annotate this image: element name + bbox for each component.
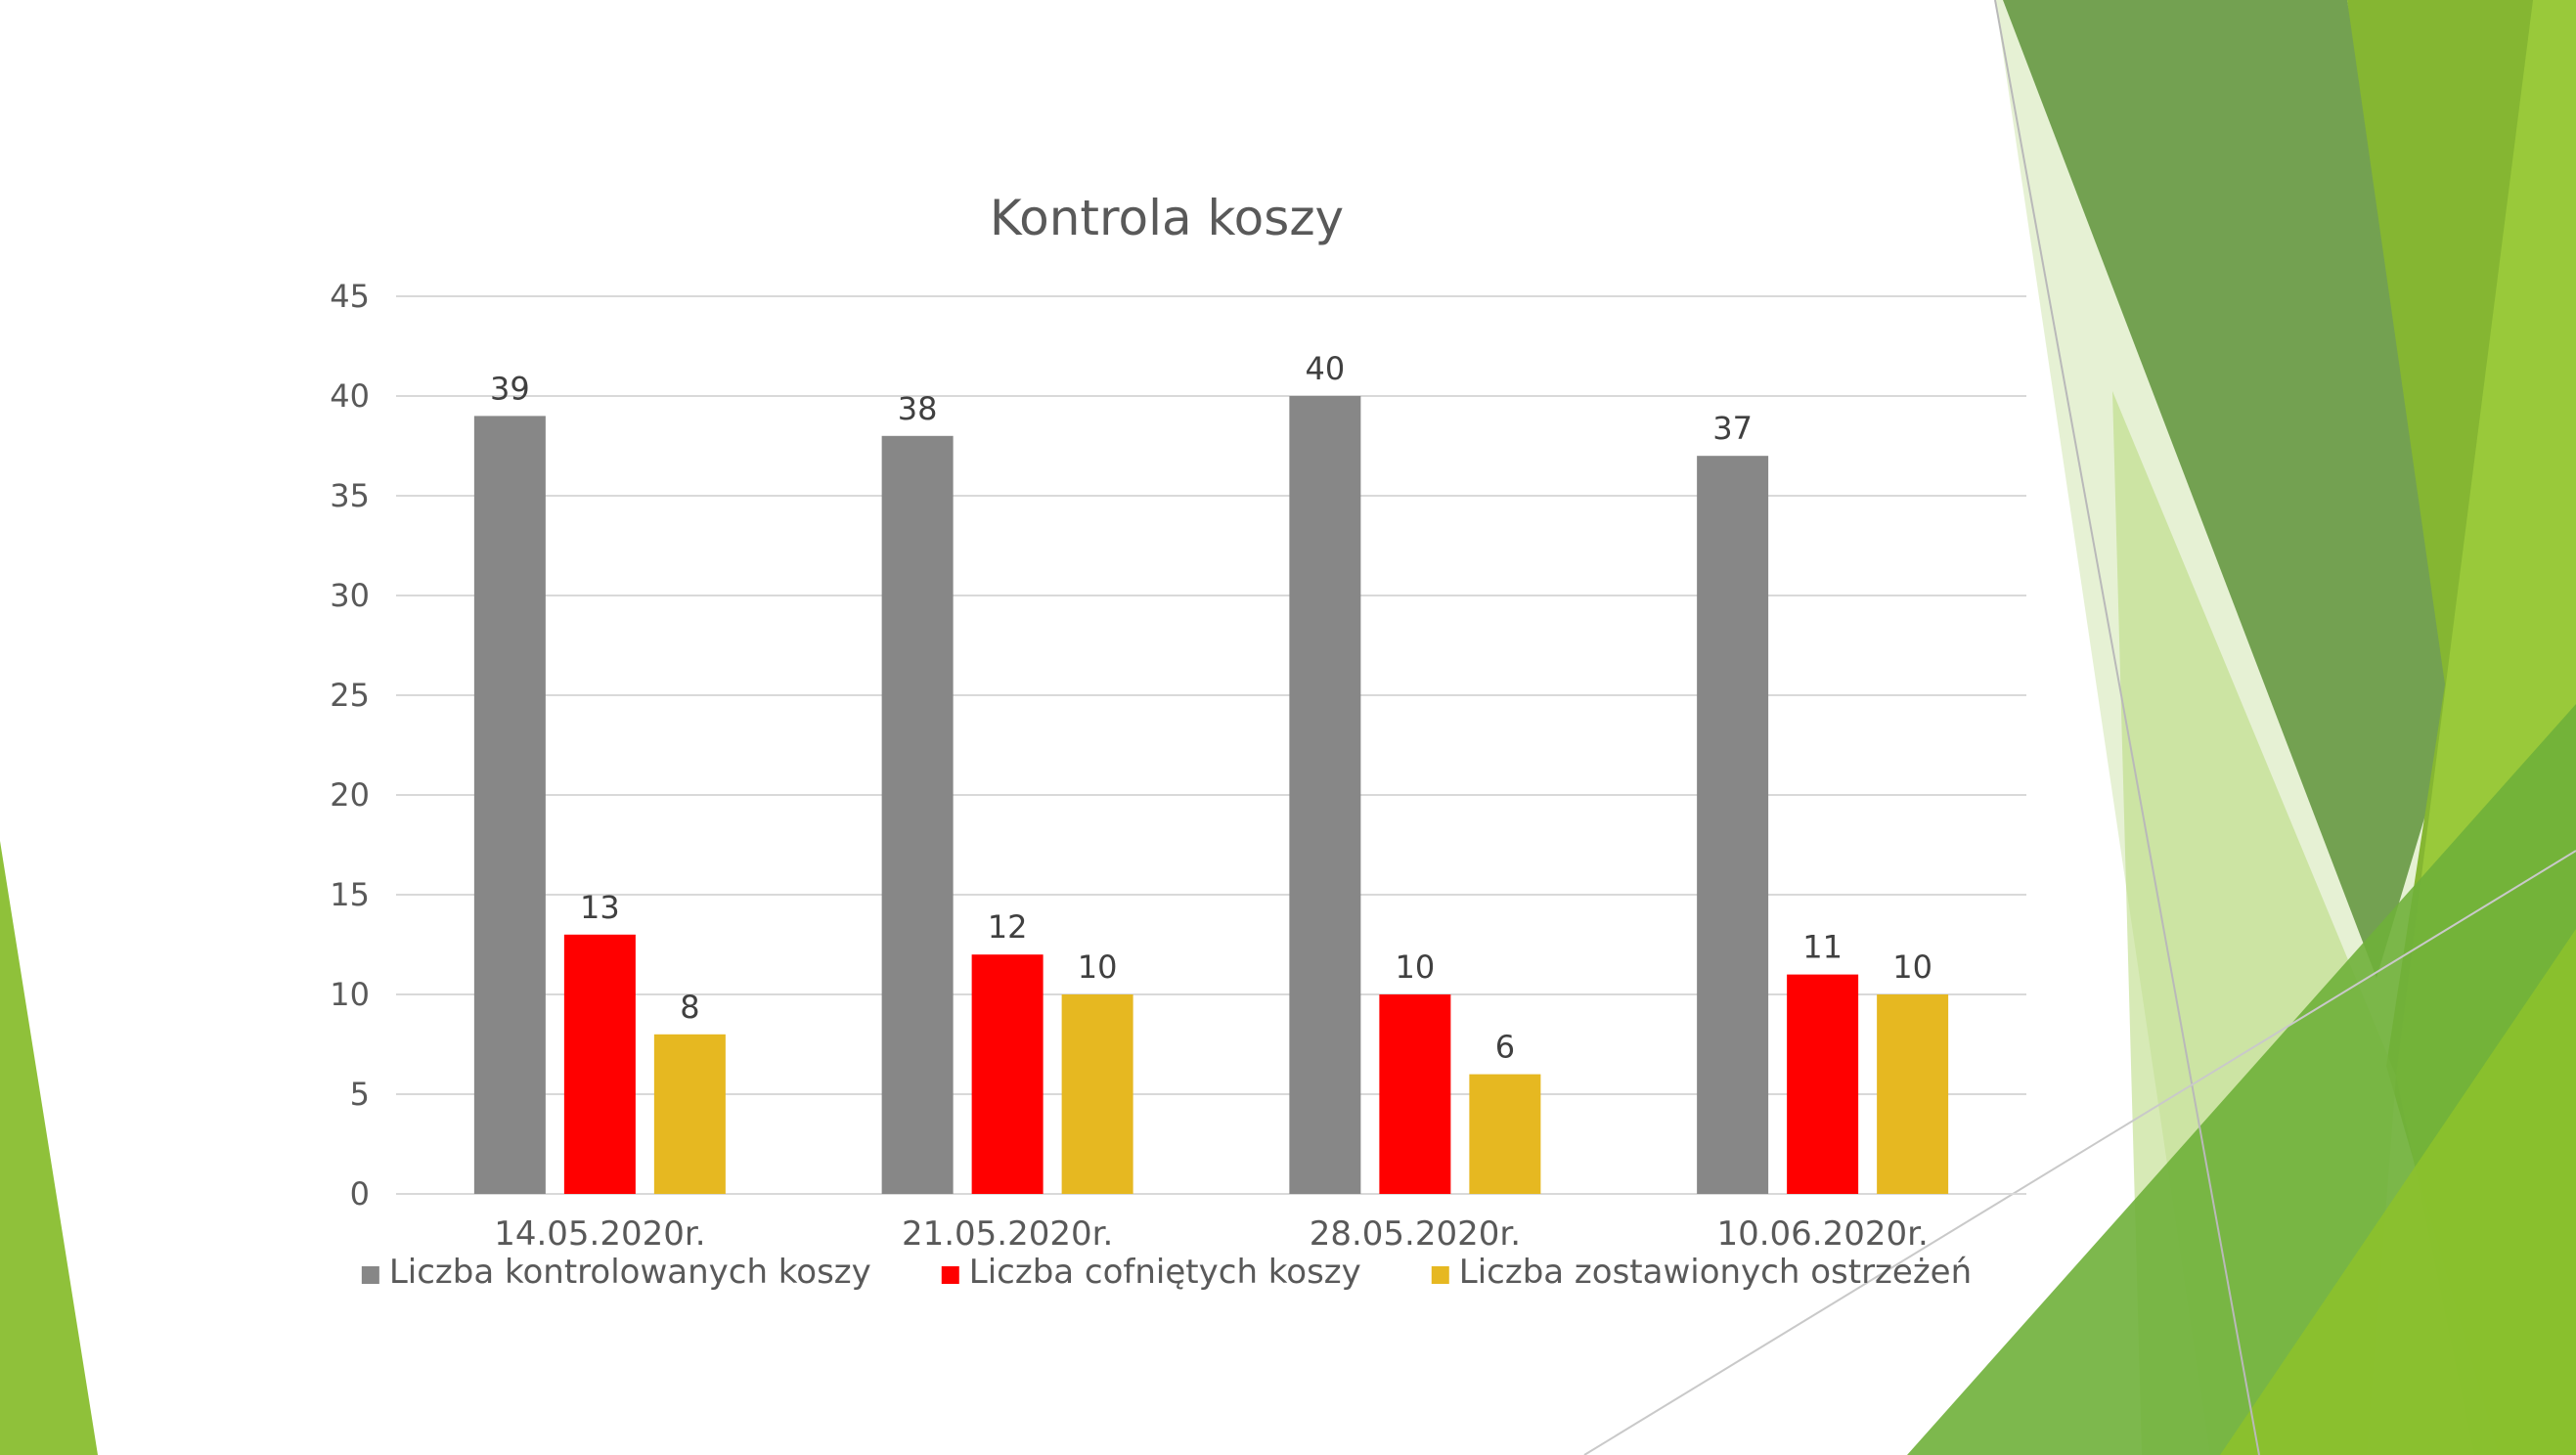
x-tick-label: 14.05.2020r. xyxy=(494,1214,705,1254)
data-label: 8 xyxy=(680,989,699,1026)
decor-facet-dark-top xyxy=(2003,0,2465,978)
y-tick-label: 15 xyxy=(330,876,370,913)
bar xyxy=(1787,974,1859,1194)
y-tick-label: 45 xyxy=(330,278,370,315)
legend-label: Liczba kontrolowanych koszy xyxy=(389,1253,871,1292)
data-label: 11 xyxy=(1802,929,1843,966)
bar xyxy=(1697,456,1769,1194)
legend: Liczba kontrolowanych koszy Liczba cofnię… xyxy=(361,1253,1972,1292)
legend-swatch xyxy=(1431,1266,1449,1284)
bar-layer xyxy=(473,396,1949,1194)
legend-swatch xyxy=(941,1266,959,1284)
bar xyxy=(1061,994,1133,1194)
legend-label: Liczba zostawionych ostrzeżeń xyxy=(1459,1253,1972,1292)
data-label: 10 xyxy=(1396,948,1436,986)
bar xyxy=(1289,396,1361,1194)
decor-thin-line-a xyxy=(1994,0,2260,1455)
y-tick-label: 5 xyxy=(350,1076,370,1113)
data-label: 39 xyxy=(490,370,530,407)
y-tick-label: 20 xyxy=(330,776,370,814)
bar xyxy=(473,416,546,1194)
legend-label: Liczba cofniętych koszy xyxy=(969,1253,1361,1292)
y-tick-label: 25 xyxy=(330,677,370,714)
bar xyxy=(563,934,636,1194)
y-tick-label: 35 xyxy=(330,477,370,514)
y-tick-label: 30 xyxy=(330,577,370,614)
decor-facet-bottom-lime xyxy=(2220,929,2576,1455)
bar xyxy=(1379,994,1451,1194)
legend-swatch xyxy=(361,1266,379,1284)
decor-left-sliver xyxy=(0,841,98,1455)
label-layer: 39 13 8 14.05.2020r. 38 12 10 21.05.2020r. 40 10 6… xyxy=(490,350,1932,1254)
data-label: 6 xyxy=(1495,1029,1515,1066)
y-tick-label: 0 xyxy=(350,1175,370,1212)
x-tick-label: 21.05.2020r. xyxy=(902,1214,1113,1254)
data-label: 12 xyxy=(988,908,1028,946)
bar xyxy=(653,1034,726,1194)
data-label: 10 xyxy=(1892,948,1932,986)
decor-thin-line-b xyxy=(1583,850,2576,1455)
data-label: 37 xyxy=(1712,410,1753,447)
bar xyxy=(881,435,954,1194)
y-tick-label: 40 xyxy=(330,377,370,415)
data-label: 40 xyxy=(1306,350,1346,387)
chart-title: Kontrola koszy xyxy=(990,190,1344,246)
y-tick-label: 10 xyxy=(330,976,370,1013)
data-label: 38 xyxy=(898,390,938,427)
x-tick-label: 10.06.2020r. xyxy=(1716,1214,1928,1254)
bar xyxy=(1877,994,1949,1194)
data-label: 13 xyxy=(580,889,620,926)
bar xyxy=(1469,1074,1541,1194)
bar xyxy=(971,954,1044,1194)
data-label: 10 xyxy=(1078,948,1118,986)
x-tick-label: 28.05.2020r. xyxy=(1310,1214,1521,1254)
